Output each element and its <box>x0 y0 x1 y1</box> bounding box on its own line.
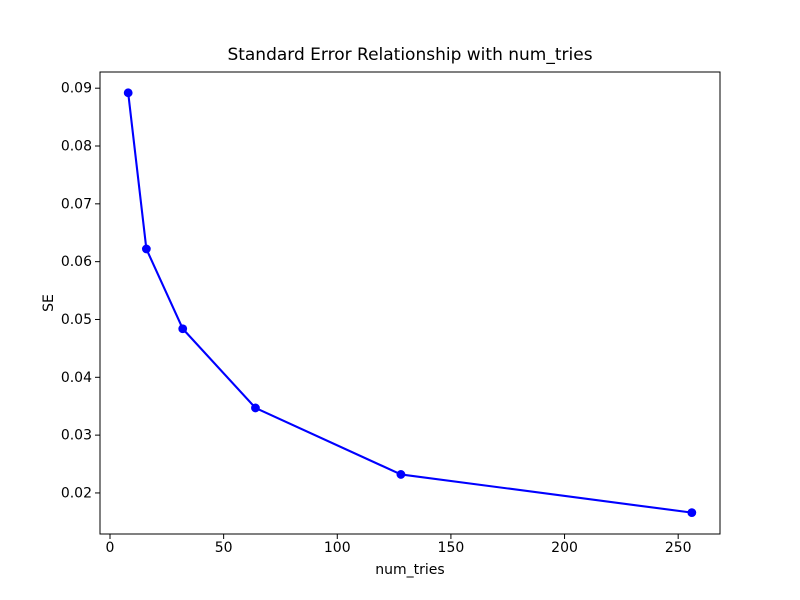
series-line <box>127 92 692 514</box>
x-tick-label: 250 <box>665 540 692 556</box>
y-tick-label: 0.06 <box>61 254 92 270</box>
y-tick-label: 0.05 <box>61 312 92 328</box>
chart-title: Standard Error Relationship with num_tri… <box>227 45 593 65</box>
x-tick-label: 150 <box>438 540 465 556</box>
x-tick-label: 50 <box>215 540 233 556</box>
data-point <box>396 470 406 479</box>
x-axis-label: num_tries <box>375 562 445 578</box>
x-tick-label: 0 <box>106 540 115 556</box>
y-tick-label: 0.04 <box>61 370 92 386</box>
y-tick-label: 0.09 <box>61 81 92 97</box>
data-point <box>178 324 188 334</box>
data-point <box>141 244 151 254</box>
y-tick-label: 0.03 <box>61 428 92 444</box>
y-tick-label: 0.02 <box>61 485 92 501</box>
data-point <box>251 403 260 413</box>
y-tick-label: 0.08 <box>61 139 92 155</box>
y-axis-label: SE <box>41 294 57 312</box>
x-tick-label: 100 <box>324 540 351 556</box>
x-tick-label: 200 <box>551 540 578 556</box>
data-point <box>123 88 133 98</box>
data-point <box>687 508 697 518</box>
axes-border <box>99 71 721 535</box>
y-tick-label: 0.07 <box>61 196 92 212</box>
